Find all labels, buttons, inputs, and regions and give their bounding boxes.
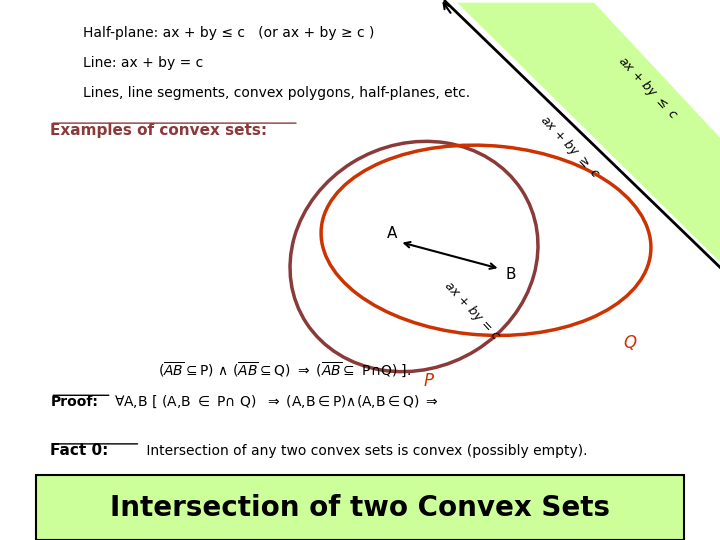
Text: Lines, line segments, convex polygons, half-planes, etc.: Lines, line segments, convex polygons, h… — [83, 86, 470, 100]
Polygon shape — [457, 3, 720, 262]
Text: Fact 0:: Fact 0: — [50, 443, 109, 458]
Text: Intersection of any two convex sets is convex (possibly empty).: Intersection of any two convex sets is c… — [142, 444, 588, 458]
Text: ax + by = c: ax + by = c — [442, 279, 503, 342]
Text: Intersection of two Convex Sets: Intersection of two Convex Sets — [110, 494, 610, 522]
Text: Examples of convex sets:: Examples of convex sets: — [50, 123, 268, 138]
Text: Line: ax + by = c: Line: ax + by = c — [83, 56, 203, 70]
Text: ($\overline{AB}$$\subseteq$P) $\wedge$ ($\overline{AB}$$\subseteq$Q) $\Rightarro: ($\overline{AB}$$\subseteq$P) $\wedge$ (… — [158, 361, 412, 379]
Text: A: A — [387, 226, 397, 241]
Text: Proof:: Proof: — [50, 395, 98, 409]
Text: Q: Q — [624, 334, 636, 352]
Text: P: P — [423, 372, 433, 390]
Text: Half-plane: ax + by ≤ c   (or ax + by ≥ c ): Half-plane: ax + by ≤ c (or ax + by ≥ c … — [83, 26, 374, 40]
FancyBboxPatch shape — [36, 475, 684, 540]
Text: ax + by $\geq$ c: ax + by $\geq$ c — [536, 112, 604, 182]
Text: ax + by $\leq$ c: ax + by $\leq$ c — [614, 52, 682, 123]
Text: B: B — [506, 267, 516, 282]
Text: $\forall$A,B [ (A,B $\in$ P$\cap$ Q)  $\Rightarrow$ (A,B$\in$P)$\wedge$(A,B$\in$: $\forall$A,B [ (A,B $\in$ P$\cap$ Q) $\R… — [114, 394, 438, 410]
